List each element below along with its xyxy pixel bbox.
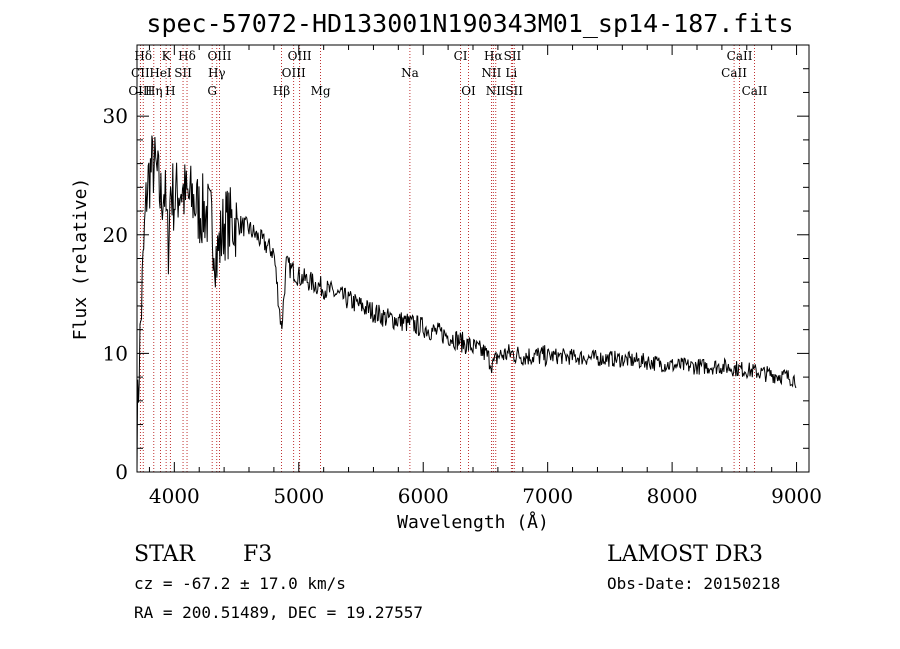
spectral-line-label: CaII	[721, 66, 747, 80]
plot-frame	[136, 44, 810, 473]
spectral-line-label: CaII	[742, 84, 768, 98]
spectral-line-label: Li	[505, 66, 517, 80]
y-tick-label: 0	[115, 460, 128, 484]
spectral-line-label: OI	[461, 84, 476, 98]
coordinates: RA = 200.51489, DEC = 19.27557	[134, 603, 423, 622]
spectral-line-label: CI	[454, 49, 468, 63]
spectral-line-label: NII	[486, 84, 506, 98]
x-axis-label: Wavelength (Å)	[397, 511, 549, 533]
x-tick-label: 8000	[647, 484, 698, 508]
spectral-line-label: SII	[504, 49, 522, 63]
x-tick-label: 9000	[771, 484, 822, 508]
y-tick-label: 30	[103, 104, 128, 128]
spectral-line-label: H	[165, 84, 175, 98]
spectral-line-label: Hδ	[134, 49, 152, 63]
x-tick-label: 7000	[522, 484, 573, 508]
spectral-line-label: HeI	[149, 66, 172, 80]
spectral-line-label: NII	[481, 66, 501, 80]
redshift-cz: cz = -67.2 ± 17.0 km/s	[134, 574, 346, 593]
spectral-line-label: Hη	[145, 84, 163, 98]
y-tick-label: 20	[103, 223, 128, 247]
spectral-line-label: Hα	[484, 49, 503, 63]
spectral-line-label: OIII	[288, 49, 312, 63]
survey-name: LAMOST DR3	[607, 542, 763, 567]
spectral-line-label: SII	[174, 66, 192, 80]
spectral-line-label: G	[207, 84, 217, 98]
x-tick-label: 6000	[398, 484, 449, 508]
y-tick-label: 10	[103, 341, 128, 365]
spectral-line-label: OIII	[282, 66, 306, 80]
spectral-line-markers	[139, 45, 755, 472]
x-tick-label: 4000	[149, 484, 200, 508]
spectral-line-label: SII	[505, 84, 523, 98]
y-axis-ticks: 0 10 20 30	[103, 68, 809, 484]
x-tick-label: 5000	[273, 484, 324, 508]
spectral-line-label: Hδ	[178, 49, 196, 63]
spectral-line-label: OIII	[207, 49, 231, 63]
spectral-line-label: OIII	[128, 84, 152, 98]
spectral-line-label: Mg	[311, 84, 331, 98]
spectrum-line	[136, 135, 797, 473]
x-axis-ticks: 4000 5000 6000 7000 8000 9000	[149, 45, 822, 508]
object-class: STAR	[134, 542, 196, 567]
observation-date: Obs-Date: 20150218	[607, 574, 780, 593]
spectral-line-label: CII	[131, 66, 150, 80]
spectral-line-label: K	[162, 49, 172, 63]
chart-title: spec-57072-HD133001N190343M01_sp14-187.f…	[146, 9, 793, 38]
object-subclass: F3	[243, 542, 272, 567]
spectral-line-label: CaII	[727, 49, 753, 63]
spectral-line-label: Hβ	[273, 84, 290, 98]
spectral-line-label: Hγ	[208, 66, 226, 80]
spectral-line-label: Na	[401, 66, 419, 80]
y-axis-label: Flux (relative)	[70, 178, 91, 341]
